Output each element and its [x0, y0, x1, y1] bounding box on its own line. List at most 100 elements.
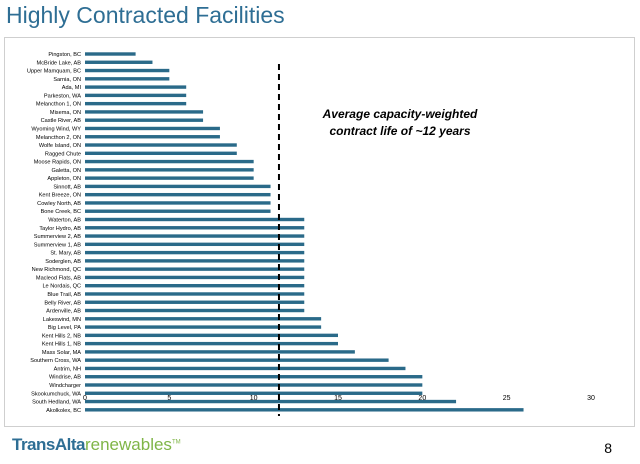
x-tick-labels: 0 5 10 15 20 25 30: [83, 395, 595, 402]
bar: [85, 217, 305, 222]
bar: [85, 308, 305, 313]
bar: [85, 341, 338, 346]
category-label: Ragged Chute: [45, 151, 81, 157]
category-label: Antrim, NH: [54, 366, 81, 372]
bar: [85, 383, 423, 387]
category-label: Cowley North, AB: [37, 201, 81, 207]
category-label: Lakeswind, MN: [43, 317, 81, 323]
bar: [85, 391, 423, 395]
page-title: Highly Contracted Facilities: [6, 2, 285, 28]
category-label: Parkeston, WA: [44, 93, 81, 99]
logo-trademark: TM: [171, 439, 181, 446]
x-tick-label: 5: [167, 395, 171, 402]
x-tick-label: 25: [503, 395, 511, 402]
contract-life-bar-chart: Pingston, BC McBride Lake, AB Upper Mamqua…: [27, 52, 595, 416]
category-label: Moose Rapids, ON: [34, 160, 81, 166]
bar: [85, 52, 136, 56]
category-label: Sarnia, ON: [53, 77, 81, 83]
category-labels: Pingston, BC McBride Lake, AB Upper Mamqua…: [27, 52, 82, 414]
bar: [85, 68, 170, 73]
category-label: McBride Lake, AB: [37, 60, 82, 66]
chart-panel: Pingston, BC McBride Lake, AB Upper Mamqua…: [4, 37, 635, 427]
category-label: Waterton, AB: [48, 218, 81, 224]
category-label: Summerview 2, AB: [34, 234, 82, 240]
bar: [85, 366, 406, 371]
bar: [85, 375, 423, 379]
bar: [85, 317, 322, 321]
category-label: Castle River, AB: [41, 118, 82, 124]
bar: [85, 101, 187, 106]
category-label: Taylor Hydro, AB: [39, 226, 81, 232]
category-label: Belly River, AB: [44, 300, 81, 306]
category-label: Macleod Flats, AB: [36, 275, 81, 281]
bar: [85, 126, 220, 131]
category-label: Windrise, AB: [49, 375, 81, 381]
average-annotation-line-1: Average capacity-weighted: [322, 107, 478, 121]
bar: [85, 333, 338, 338]
category-label: Upper Mamquam, BC: [27, 69, 81, 75]
bar: [85, 143, 237, 147]
bar: [85, 408, 524, 412]
category-label: Southern Cross, WA: [30, 358, 81, 364]
category-label: Melancthon 2, ON: [36, 135, 81, 141]
category-label: Kent Hills 1, NB: [42, 342, 81, 348]
x-tick-label: 30: [587, 395, 595, 402]
bar: [85, 93, 187, 98]
bar: [85, 192, 271, 197]
bar: [85, 159, 254, 164]
bar: [85, 118, 204, 122]
bar: [85, 267, 305, 271]
bar: [85, 168, 254, 172]
category-label: St. Mary, AB: [50, 251, 81, 257]
category-label: Galetta, ON: [51, 168, 81, 174]
x-tick-label: 15: [334, 395, 342, 402]
bar: [85, 226, 305, 230]
bar: [85, 234, 305, 238]
category-label: Sinnott, AB: [53, 184, 81, 190]
bar: [85, 77, 170, 81]
bar-group: [85, 52, 524, 412]
category-label: Ardenville, AB: [46, 309, 81, 315]
category-label: Kent Breeze, ON: [39, 193, 81, 199]
bar: [85, 284, 305, 288]
bar: [85, 242, 305, 247]
bar: [85, 201, 271, 205]
category-label: Summerview 1, AB: [34, 242, 82, 248]
bar: [85, 250, 305, 255]
category-label: Windcharger: [49, 383, 81, 389]
page-number: 8: [604, 440, 612, 456]
category-label: South Hedland, WA: [32, 400, 81, 406]
bar: [85, 275, 305, 280]
logo-brand-text: TransAlta: [12, 435, 85, 454]
category-label: Misema, ON: [50, 110, 81, 116]
bar: [85, 300, 305, 304]
x-tick-label: 10: [250, 395, 258, 402]
category-label: Blue Trail, AB: [47, 292, 81, 298]
bar: [85, 292, 305, 296]
bar: [85, 358, 389, 362]
category-label: Skookumchuck, WA: [31, 391, 81, 397]
category-label: Soderglen, AB: [45, 259, 81, 265]
bar: [85, 176, 254, 180]
bar: [85, 135, 220, 139]
category-label: Pingston, BC: [48, 52, 81, 58]
category-label: Bone Creek, BC: [41, 209, 81, 215]
bar: [85, 60, 153, 64]
category-label: Mass Solar, MA: [42, 350, 81, 356]
bar: [85, 151, 237, 155]
category-label: Wolfe Island, ON: [39, 143, 81, 149]
category-label: Ada, MI: [62, 85, 82, 91]
bar: [85, 259, 305, 263]
category-label: Kent Hills 2, NB: [42, 333, 81, 339]
category-label: Wyoming Wind, WY: [31, 126, 81, 132]
x-tick-label: 0: [83, 395, 87, 402]
bar: [85, 110, 204, 114]
category-label: Le Nordais, QC: [42, 284, 81, 290]
bar: [85, 209, 271, 213]
bar: [85, 184, 271, 189]
bar: [85, 325, 322, 329]
average-annotation-line-2: contract life of ~12 years: [329, 124, 470, 138]
transalta-renewables-logo: TransAltarenewablesTM: [12, 435, 181, 455]
category-label: Melancthon 1, ON: [36, 102, 81, 108]
category-label: New Richmond, QC: [32, 267, 81, 273]
